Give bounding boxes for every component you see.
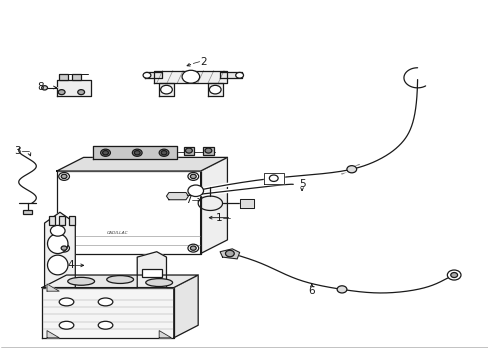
Polygon shape	[173, 275, 198, 338]
Polygon shape	[239, 199, 254, 208]
Circle shape	[204, 148, 211, 153]
Circle shape	[58, 90, 65, 95]
Circle shape	[61, 246, 67, 250]
Circle shape	[132, 149, 142, 156]
Polygon shape	[47, 330, 59, 338]
FancyBboxPatch shape	[142, 269, 161, 277]
Polygon shape	[137, 252, 166, 288]
Polygon shape	[144, 72, 161, 78]
Circle shape	[102, 150, 108, 155]
Polygon shape	[42, 275, 198, 288]
Circle shape	[59, 244, 69, 252]
Text: 7: 7	[185, 195, 191, 205]
Circle shape	[50, 225, 65, 236]
Circle shape	[160, 85, 172, 94]
Circle shape	[78, 90, 84, 95]
FancyBboxPatch shape	[69, 216, 75, 225]
Circle shape	[182, 70, 199, 83]
Circle shape	[187, 172, 198, 180]
FancyBboxPatch shape	[22, 210, 32, 214]
Polygon shape	[264, 173, 283, 184]
Text: 6: 6	[308, 286, 314, 296]
FancyBboxPatch shape	[183, 147, 194, 154]
Ellipse shape	[59, 321, 74, 329]
Text: 5: 5	[298, 179, 305, 189]
Polygon shape	[220, 72, 242, 78]
FancyBboxPatch shape	[49, 216, 55, 225]
Circle shape	[59, 172, 69, 180]
Ellipse shape	[106, 275, 133, 283]
Circle shape	[209, 85, 221, 94]
Circle shape	[187, 244, 198, 252]
Polygon shape	[93, 146, 177, 159]
Circle shape	[269, 175, 278, 181]
Circle shape	[447, 270, 460, 280]
FancyBboxPatch shape	[203, 147, 213, 154]
Circle shape	[346, 166, 356, 173]
Circle shape	[185, 148, 192, 153]
Polygon shape	[47, 284, 59, 291]
Polygon shape	[159, 83, 173, 96]
Text: 4: 4	[67, 260, 74, 270]
Polygon shape	[220, 249, 239, 259]
Circle shape	[41, 86, 47, 90]
Polygon shape	[57, 157, 227, 171]
Polygon shape	[57, 171, 200, 253]
Circle shape	[187, 185, 203, 197]
Circle shape	[336, 286, 346, 293]
Polygon shape	[44, 212, 75, 288]
Polygon shape	[159, 330, 171, 338]
Circle shape	[101, 149, 110, 156]
Circle shape	[143, 72, 151, 78]
Ellipse shape	[59, 298, 74, 306]
Text: 8: 8	[37, 82, 43, 93]
Polygon shape	[200, 157, 227, 253]
Circle shape	[190, 174, 196, 179]
Circle shape	[235, 72, 243, 78]
Ellipse shape	[98, 321, 113, 329]
Circle shape	[190, 246, 196, 250]
Polygon shape	[42, 288, 173, 338]
Ellipse shape	[47, 234, 68, 253]
Circle shape	[225, 250, 234, 257]
Circle shape	[161, 150, 166, 155]
Text: 2: 2	[200, 57, 207, 67]
Ellipse shape	[47, 255, 68, 275]
Text: 3: 3	[15, 146, 21, 156]
Ellipse shape	[145, 279, 172, 287]
Polygon shape	[57, 80, 91, 96]
Ellipse shape	[68, 277, 94, 285]
Polygon shape	[166, 193, 188, 200]
Ellipse shape	[98, 298, 113, 306]
FancyBboxPatch shape	[72, 74, 81, 80]
Circle shape	[450, 273, 457, 278]
Circle shape	[134, 150, 140, 155]
Polygon shape	[154, 71, 227, 83]
Polygon shape	[207, 83, 222, 96]
Circle shape	[159, 149, 168, 156]
FancyBboxPatch shape	[59, 216, 65, 225]
FancyBboxPatch shape	[59, 74, 68, 80]
Text: 1: 1	[216, 213, 222, 222]
Text: CADILLAC: CADILLAC	[106, 231, 128, 235]
Circle shape	[61, 174, 67, 179]
